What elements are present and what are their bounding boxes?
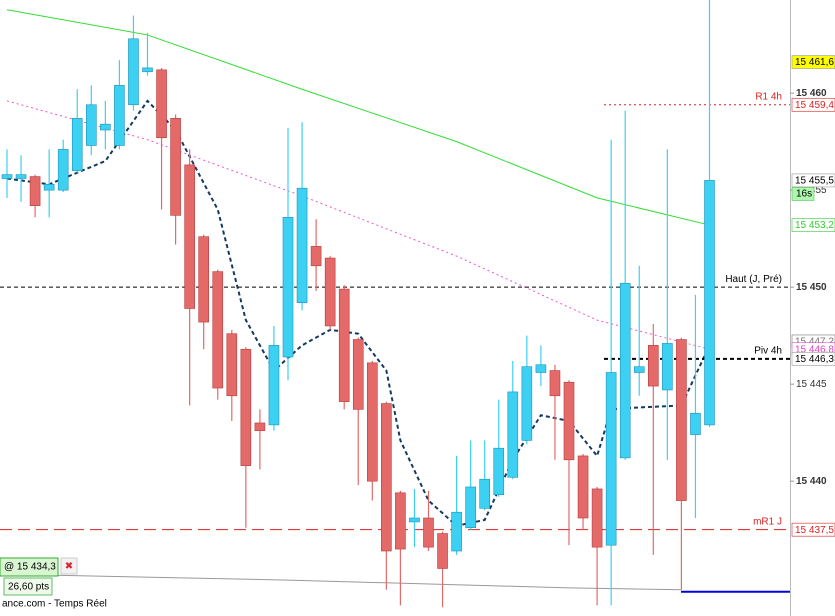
- candle-body: [535, 364, 547, 373]
- candle-body: [254, 422, 266, 432]
- candle-body: [15, 174, 27, 179]
- price-label: 15 446,3: [795, 354, 834, 365]
- close-icon: ✖: [65, 561, 73, 572]
- candle-body: [409, 517, 420, 523]
- y-tick-label: 15 450: [796, 282, 827, 293]
- order-box[interactable]: [0, 557, 59, 577]
- price-label-box: [791, 352, 835, 366]
- candle-body: [591, 488, 603, 548]
- pts-box: [3, 577, 53, 596]
- candle-body: [704, 180, 715, 426]
- price-label-box: [791, 173, 835, 188]
- y-tick-label: 15 440: [796, 476, 827, 487]
- candle-body: [57, 149, 69, 191]
- candle-body: [212, 271, 224, 389]
- timer: 16s: [796, 189, 812, 200]
- candle-body: [437, 533, 448, 569]
- order-panel: @ 15 434,3 ✖ 26,60 pts ance.com - Temps …: [0, 557, 107, 610]
- timer-box: [791, 187, 815, 201]
- candle-body: [170, 118, 181, 216]
- candle-body: [100, 123, 111, 131]
- candle-body: [366, 362, 378, 482]
- candle-body: [352, 339, 364, 410]
- candle-body: [605, 372, 617, 546]
- price-label: 15 446,8: [795, 344, 834, 355]
- candle-body: [71, 118, 83, 172]
- candle-body: [128, 38, 139, 106]
- level-label: Haut (J, Pré): [725, 274, 782, 285]
- candle-body: [184, 164, 195, 309]
- y-tick-label: 15 460: [796, 88, 827, 99]
- candle-body: [268, 345, 280, 426]
- candle-body: [296, 187, 308, 303]
- moving-average: [6, 573, 682, 591]
- candle-body: [395, 492, 406, 550]
- candle-body: [507, 391, 519, 478]
- candle-body: [114, 85, 125, 146]
- plot: R1 4h Haut (J, Pré) Piv 4h mR1 J: [0, 0, 790, 608]
- candle-body: [493, 447, 505, 496]
- candle-body: [465, 486, 476, 529]
- candle-body: [619, 282, 631, 459]
- candle-body: [577, 455, 589, 519]
- candle-body: [563, 381, 575, 461]
- price-label: 15 447,2: [795, 337, 834, 348]
- candle-body: [142, 67, 153, 73]
- source: ance.com - Temps Réel: [2, 599, 107, 610]
- candle-body: [633, 366, 645, 373]
- candle-body: [226, 333, 238, 397]
- price-label-box: [791, 218, 835, 232]
- candle-body: [198, 236, 209, 323]
- price-label: 15 455,5: [795, 176, 834, 187]
- price-label: 15 461,6: [795, 57, 834, 68]
- candle-body: [690, 412, 701, 435]
- level-label: R1 4h: [755, 91, 782, 102]
- price-label-box: [791, 55, 835, 69]
- candle-body: [676, 339, 687, 501]
- y-tick-label: 15 445: [796, 379, 827, 390]
- candle-body: [310, 246, 322, 267]
- level-label: Piv 4h: [754, 346, 782, 357]
- price-label-box: [791, 97, 835, 112]
- candle-body: [156, 69, 167, 139]
- pts-label: 26,60 pts: [8, 582, 49, 593]
- candle-body: [521, 366, 533, 441]
- order-label: @ 15 434,3: [4, 562, 56, 573]
- close-button[interactable]: [60, 557, 78, 575]
- candle-body: [1, 174, 13, 179]
- candle-body: [338, 288, 350, 402]
- candle-body: [43, 184, 55, 191]
- price-label: 15 459,4: [795, 100, 834, 111]
- candle-body: [662, 343, 673, 391]
- candle-body: [381, 403, 392, 552]
- candle-body: [282, 216, 294, 358]
- moving-average: [6, 9, 710, 226]
- candle-body: [29, 176, 41, 206]
- candle-body: [451, 511, 462, 552]
- candle-body: [479, 478, 491, 509]
- candle-body: [423, 517, 434, 548]
- price-label: 15 453,2: [795, 220, 834, 231]
- candle-body: [324, 257, 336, 327]
- price-label-box: [791, 522, 835, 537]
- level-label: mR1 J: [753, 516, 782, 527]
- candle-body: [647, 345, 659, 387]
- candle-body: [240, 348, 252, 466]
- candle-body: [549, 370, 561, 397]
- price-label: 15 437,5: [795, 525, 834, 536]
- candle-body: [86, 104, 97, 146]
